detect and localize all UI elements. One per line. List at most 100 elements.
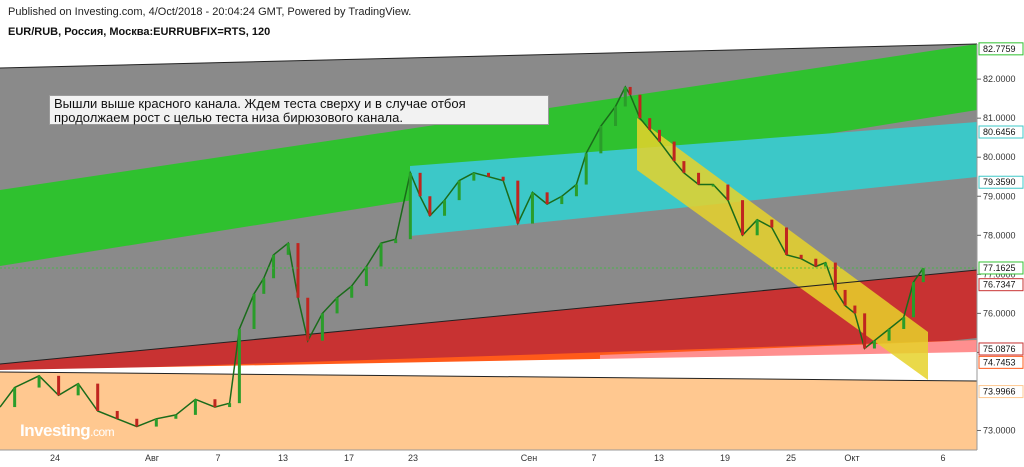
- annotation-box: Вышли выше красного канала. Ждем теста с…: [49, 95, 549, 125]
- candle: [418, 172, 422, 197]
- price-label: 82.7759: [983, 44, 1016, 54]
- candle: [560, 196, 564, 205]
- candle: [770, 219, 774, 228]
- candle: [784, 227, 788, 255]
- channel-line-mid: [0, 269, 978, 365]
- candle: [379, 243, 383, 267]
- price-scale-panel: [977, 44, 1024, 450]
- candle: [911, 282, 915, 318]
- x-tick-label: 7: [215, 453, 220, 463]
- candle: [286, 243, 290, 255]
- candle: [306, 297, 310, 341]
- x-tick-label: 7: [591, 453, 596, 463]
- candle: [57, 375, 61, 396]
- x-tick-label: 17: [344, 453, 354, 463]
- price-label: 77.1625: [983, 263, 1016, 273]
- y-tick-label: 78.0000: [983, 230, 1016, 240]
- x-tick-labels: 24 Авг 7 13 17 23 Сен 7 13 19 25 Окт 6: [50, 453, 946, 463]
- x-tick-label: Окт: [844, 453, 859, 463]
- candle: [711, 184, 715, 187]
- candle: [213, 399, 217, 408]
- price-labels: 82.7759 80.6456 79.3590 77.1625 76.7347 75.08…: [978, 42, 1024, 399]
- green-channel: [0, 44, 977, 266]
- candle: [530, 192, 534, 224]
- candle: [672, 141, 676, 162]
- candle: [457, 180, 461, 201]
- candle: [755, 219, 759, 236]
- price-label: 79.3590: [983, 177, 1016, 187]
- price-series-line: [0, 85, 924, 428]
- candle: [37, 375, 41, 388]
- candle: [408, 172, 412, 240]
- price-label: 73.9966: [983, 387, 1016, 397]
- candle: [135, 418, 139, 427]
- x-tick-label: 6: [940, 453, 945, 463]
- candle: [863, 313, 867, 349]
- time-scale-panel: [0, 450, 1024, 467]
- price-label-box: [978, 355, 1024, 369]
- candle: [843, 289, 847, 306]
- candle: [638, 94, 642, 119]
- x-tick-label: 23: [408, 453, 418, 463]
- candle: [335, 297, 339, 314]
- y-tick-label: 73.0000: [983, 425, 1016, 435]
- candle: [853, 305, 857, 314]
- candle: [824, 262, 828, 267]
- candles-group: [13, 86, 925, 427]
- candle: [545, 192, 549, 205]
- candle: [887, 328, 891, 341]
- price-label-box: [978, 278, 1024, 292]
- price-label-box: [978, 125, 1024, 139]
- candle: [13, 387, 17, 408]
- price-label-box: [978, 385, 1024, 399]
- candle: [501, 176, 505, 181]
- x-tick-label: Сен: [521, 453, 538, 463]
- candle: [614, 106, 618, 126]
- investing-logo: Investing.com: [20, 421, 115, 441]
- candle: [814, 258, 818, 267]
- candle: [472, 172, 476, 181]
- candle: [252, 293, 256, 329]
- price-label: 80.6456: [983, 127, 1016, 137]
- price-label-box: [978, 175, 1024, 189]
- candle: [272, 254, 276, 279]
- candle: [320, 313, 324, 341]
- candle: [262, 278, 266, 294]
- y-tick-label: 80.0000: [983, 152, 1016, 162]
- candle: [237, 328, 241, 404]
- candle: [428, 196, 432, 216]
- candle: [599, 125, 603, 154]
- candle: [726, 184, 730, 201]
- y-tick-label: 79.0000: [983, 191, 1016, 201]
- channel-line-top: [0, 43, 978, 69]
- price-label: 76.7347: [983, 280, 1016, 290]
- candle: [741, 200, 745, 236]
- y-tick-label: 76.0000: [983, 308, 1016, 318]
- price-label-box: [978, 342, 1024, 356]
- x-tick-label: Авг: [145, 453, 160, 463]
- annotation-line-2: продолжаем рост с целью теста низа бирюз…: [54, 110, 403, 125]
- candle: [296, 243, 300, 298]
- candle: [364, 266, 368, 287]
- candle: [657, 129, 661, 142]
- candle: [487, 172, 490, 177]
- candle: [921, 268, 925, 283]
- logo-suffix: .com: [90, 425, 115, 439]
- candle: [648, 118, 652, 130]
- candle: [115, 410, 119, 419]
- candle: [174, 414, 178, 419]
- y-tick-label: 81.0000: [983, 113, 1016, 123]
- x-tick-label: 24: [50, 453, 60, 463]
- candle: [394, 239, 398, 244]
- candle: [443, 200, 447, 216]
- candle: [682, 161, 686, 173]
- symbol-title: EUR/RUB, Россия, Москва:EURRUBFIX=RTS, 1…: [8, 26, 271, 38]
- candle: [799, 254, 803, 259]
- x-tick-label: 13: [278, 453, 288, 463]
- candle: [228, 403, 232, 408]
- candle: [872, 340, 876, 349]
- x-tick-label: 19: [720, 453, 730, 463]
- candle: [96, 383, 100, 411]
- peach-zone: [0, 372, 977, 450]
